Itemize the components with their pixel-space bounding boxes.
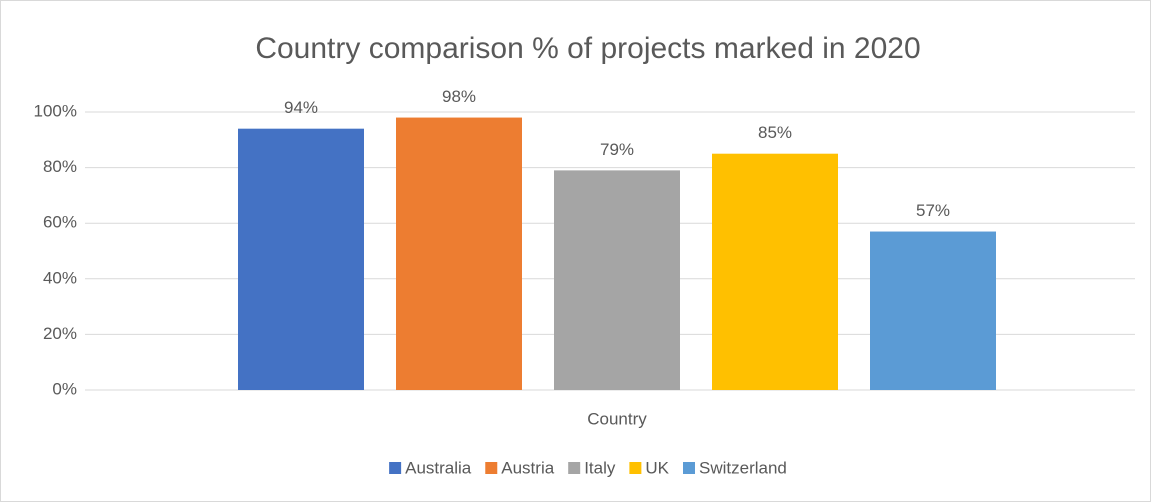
legend-swatch xyxy=(683,462,695,474)
legend-label: Australia xyxy=(405,458,472,477)
legend-label: Switzerland xyxy=(699,458,787,477)
legend-swatch xyxy=(629,462,642,474)
legend-label: Austria xyxy=(501,458,554,477)
x-axis-label: Country xyxy=(587,409,647,428)
legend-label: Italy xyxy=(584,458,616,477)
data-label: 85% xyxy=(758,123,792,142)
bar xyxy=(870,231,996,390)
bar xyxy=(396,117,522,390)
chart-title: Country comparison % of projects marked … xyxy=(255,32,920,65)
data-label: 98% xyxy=(442,87,476,106)
bar xyxy=(712,153,838,390)
y-tick-label: 60% xyxy=(43,213,77,232)
bar xyxy=(238,128,364,390)
legend-label: UK xyxy=(645,458,669,477)
data-label: 79% xyxy=(600,140,634,159)
legend-swatch xyxy=(485,462,498,474)
bar xyxy=(554,170,680,390)
y-tick-label: 0% xyxy=(52,379,77,398)
y-tick-label: 80% xyxy=(43,157,77,176)
data-label: 57% xyxy=(916,201,950,220)
y-tick-label: 20% xyxy=(43,324,77,343)
y-tick-label: 40% xyxy=(43,268,77,287)
legend-swatch xyxy=(568,462,581,474)
legend-swatch xyxy=(389,462,402,474)
y-tick-label: 100% xyxy=(34,101,77,120)
data-label: 94% xyxy=(284,98,318,117)
